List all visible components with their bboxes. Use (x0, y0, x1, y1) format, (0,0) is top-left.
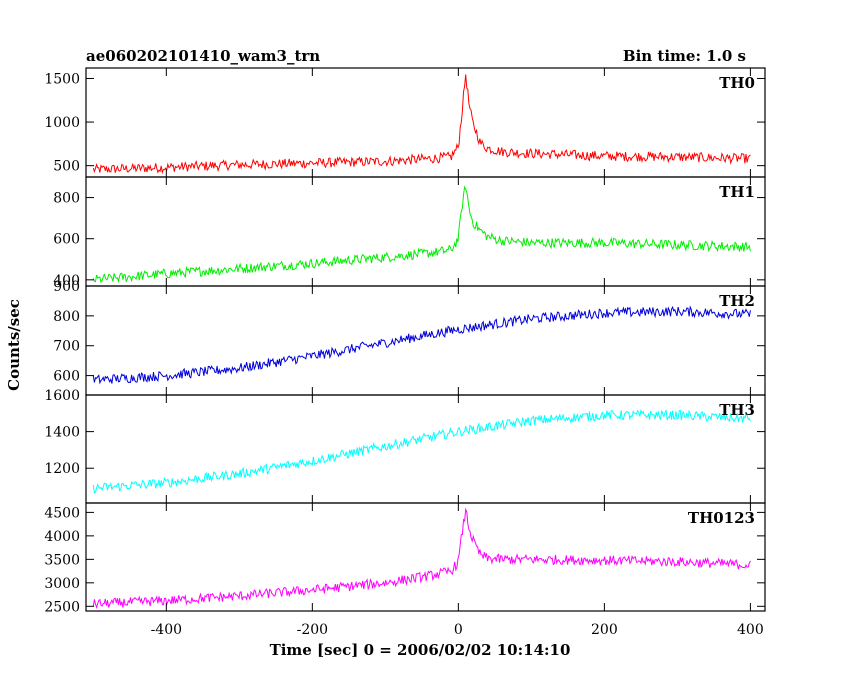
y-tick-label-th3: 1200 (44, 461, 80, 477)
x-tick-label: -200 (297, 622, 328, 638)
panel-label-th0: TH0 (719, 74, 755, 92)
y-tick-label-th0123: 4000 (44, 529, 80, 545)
x-axis-label: Time [sec] 0 = 2006/02/02 10:14:10 (270, 641, 571, 659)
y-tick-label-th1: 800 (53, 191, 80, 207)
y-tick-label-th0123: 2500 (44, 599, 80, 615)
chart-title: ae060202101410_wam3_trn (86, 47, 320, 65)
y-tick-label-th0123: 4500 (44, 505, 80, 521)
y-tick-label-th2: 700 (53, 339, 80, 355)
panel-label-th1: TH1 (719, 183, 755, 201)
series-line-th2 (92, 305, 751, 385)
y-tick-label-th3: 1600 (44, 388, 80, 404)
bin-time-label: Bin time: 1.0 s (623, 47, 746, 65)
x-tick-label: 200 (591, 622, 618, 638)
panel-label-th0123: TH0123 (688, 509, 755, 527)
series-line-th1 (92, 185, 751, 284)
y-tick-label-th0123: 3500 (44, 552, 80, 568)
series-line-th0123 (92, 507, 751, 610)
y-tick-label-th3: 1400 (44, 425, 80, 441)
y-tick-label-th0: 500 (53, 159, 80, 175)
y-tick-label-th0: 1500 (44, 71, 80, 87)
panels-group: TH0 500 1000 1500 TH1 400 600 800 TH2 600 700 800 90… (44, 67, 766, 638)
y-tick-label-th2: 900 (53, 279, 80, 295)
y-tick-label-th2: 600 (53, 369, 80, 385)
x-tick-label: 0 (454, 622, 463, 638)
y-tick-label-th1: 400 (53, 273, 80, 289)
series-line-th3 (92, 408, 751, 494)
y-tick-label-th0: 1000 (44, 115, 80, 131)
panel-frame-th3 (85, 394, 766, 504)
x-tick-label: -400 (151, 622, 182, 638)
series-line-th0 (92, 74, 751, 175)
x-tick-label: 400 (737, 622, 764, 638)
y-tick-label-th2: 800 (53, 309, 80, 325)
panel-frame-th0 (85, 67, 766, 178)
y-axis-label: Counts/sec (5, 299, 23, 391)
panel-label-th3: TH3 (719, 401, 755, 419)
panel-label-th2: TH2 (719, 292, 755, 310)
y-tick-label-th0123: 3000 (44, 576, 80, 592)
panel-frame-th0123 (85, 502, 766, 612)
y-tick-label-th1: 600 (53, 232, 80, 248)
panel-frame-th2 (85, 285, 766, 396)
